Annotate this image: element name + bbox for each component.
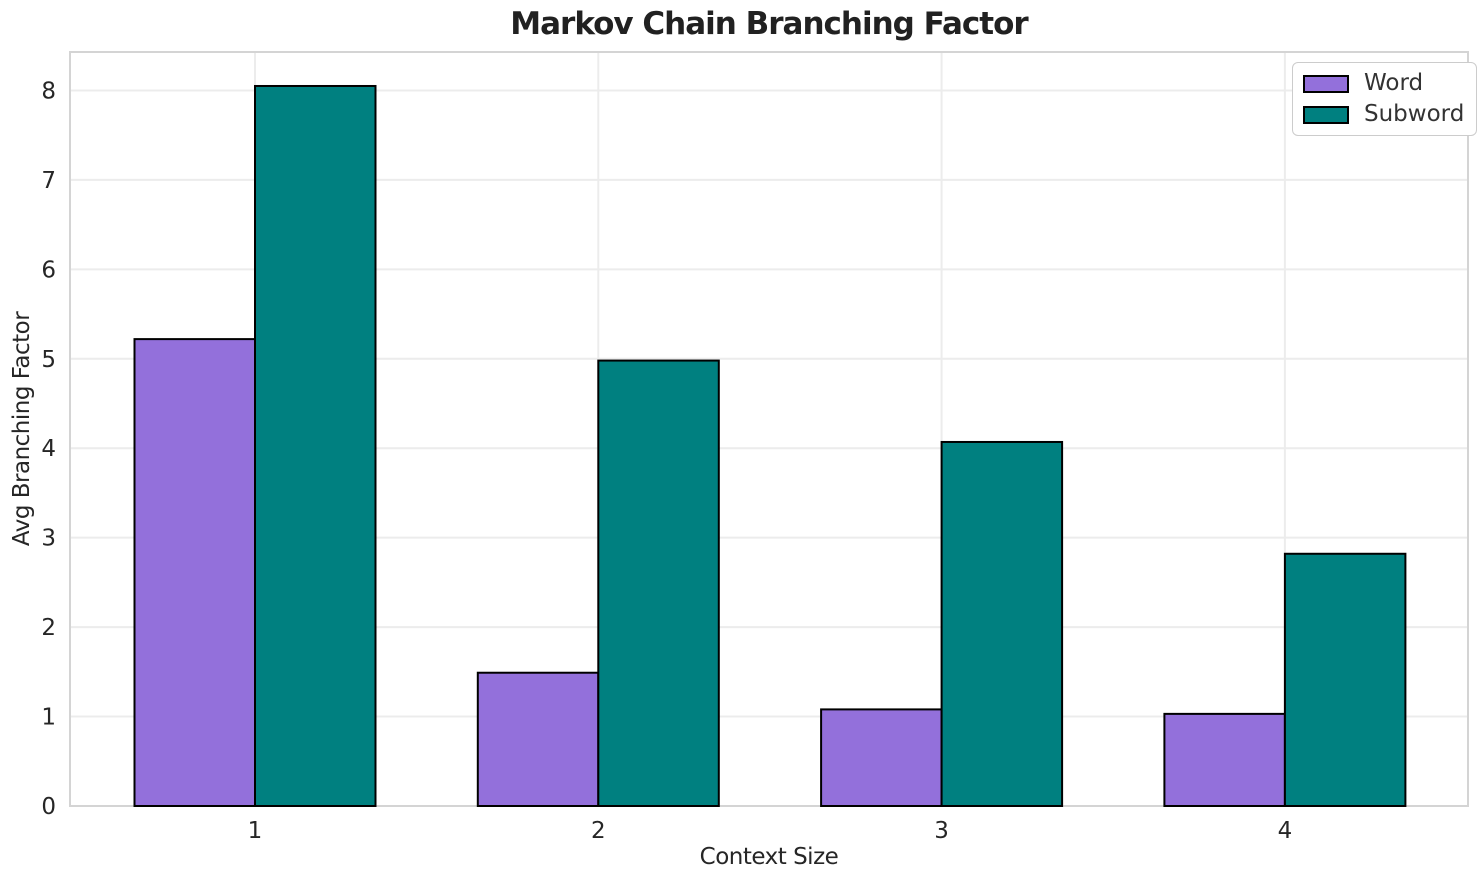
bar-subword-3 (940, 440, 1064, 807)
y-tick-label: 4 (41, 436, 56, 462)
y-tick-label: 3 (41, 526, 56, 552)
plot-border (69, 51, 1469, 807)
legend-swatch-word (1303, 74, 1349, 93)
legend: Word Subword (1292, 62, 1478, 136)
y-tick-label: 5 (41, 347, 56, 373)
legend-label: Subword (1364, 101, 1465, 127)
chart-title: Markov Chain Branching Factor (510, 6, 1028, 42)
y-tick-label: 1 (41, 705, 56, 731)
legend-item-subword: Subword (1303, 101, 1464, 128)
y-tick-label: 6 (41, 257, 56, 283)
bar-subword-2 (597, 359, 720, 807)
bar-word-2 (476, 671, 600, 807)
legend-item-word: Word (1303, 70, 1464, 97)
y-tick-label: 8 (41, 78, 56, 104)
bar-subword-4 (1283, 552, 1407, 807)
x-axis-label: Context Size (699, 844, 839, 870)
bar-word-1 (133, 338, 256, 807)
x-tick-label: 3 (934, 818, 949, 844)
y-tick-label: 2 (41, 615, 56, 641)
x-tick-label: 2 (591, 818, 606, 844)
bar-subword-1 (254, 84, 377, 807)
bar-word-3 (820, 708, 943, 808)
y-tick-label: 0 (41, 794, 56, 820)
bar-word-4 (1163, 712, 1286, 808)
legend-label: Word (1364, 70, 1424, 96)
x-tick-label: 1 (248, 818, 263, 844)
y-axis-label: Avg Branching Factor (9, 311, 35, 547)
y-tick-label: 7 (41, 168, 56, 194)
x-tick-label: 4 (1278, 818, 1293, 844)
legend-swatch-subword (1303, 105, 1349, 124)
